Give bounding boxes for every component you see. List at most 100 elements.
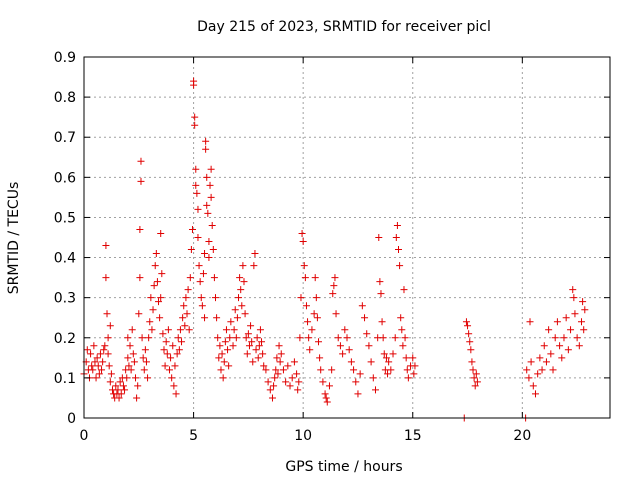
data-point — [560, 334, 568, 342]
data-point — [236, 274, 244, 282]
data-point — [308, 326, 316, 334]
data-point — [279, 366, 287, 374]
data-point — [542, 358, 550, 366]
data-point — [301, 274, 309, 282]
data-point — [98, 366, 106, 374]
data-point — [325, 382, 333, 390]
data-point — [88, 362, 96, 370]
y-tick-label: 0.3 — [54, 291, 76, 307]
data-point — [273, 354, 281, 362]
x-tick-label: 20 — [513, 428, 531, 444]
data-point — [103, 310, 111, 318]
data-point — [207, 193, 215, 201]
data-point — [87, 350, 95, 358]
y-tick-label: 0.1 — [54, 371, 76, 387]
data-point — [96, 350, 104, 358]
data-point — [83, 346, 91, 354]
data-point — [207, 165, 215, 173]
data-point — [527, 358, 535, 366]
data-point — [160, 346, 168, 354]
data-point — [244, 330, 252, 338]
data-point — [171, 362, 179, 370]
data-point — [363, 330, 371, 338]
data-point — [302, 302, 310, 310]
data-point — [164, 326, 172, 334]
data-point — [540, 342, 548, 350]
data-point — [270, 382, 278, 390]
data-point — [222, 326, 230, 334]
data-point — [238, 302, 246, 310]
data-point — [132, 374, 140, 382]
data-point — [384, 370, 392, 378]
data-point — [382, 354, 390, 362]
data-point — [562, 314, 570, 322]
data-point — [216, 342, 224, 350]
data-point — [245, 342, 253, 350]
data-point — [192, 165, 200, 173]
data-point — [334, 334, 342, 342]
data-point — [299, 238, 307, 246]
data-point — [157, 229, 165, 237]
data-point — [208, 221, 216, 229]
grid-lines — [84, 57, 610, 418]
data-point — [578, 318, 586, 326]
x-tick-label: 5 — [189, 428, 198, 444]
data-point — [296, 334, 304, 342]
data-point — [181, 322, 189, 330]
data-point — [92, 374, 100, 382]
x-axis-label: GPS time / hours — [285, 459, 402, 475]
data-point — [239, 262, 247, 270]
data-point — [128, 326, 136, 334]
data-point — [156, 314, 164, 322]
data-point — [201, 314, 209, 322]
data-point — [165, 366, 173, 374]
data-point — [185, 326, 193, 334]
data-point — [159, 330, 167, 338]
data-point — [380, 350, 388, 358]
data-point — [161, 362, 169, 370]
data-point — [192, 181, 200, 189]
data-point — [328, 366, 336, 374]
data-point — [410, 370, 418, 378]
data-point — [332, 310, 340, 318]
data-point — [264, 378, 272, 386]
data-point — [227, 318, 235, 326]
data-point — [253, 334, 261, 342]
data-point — [168, 374, 176, 382]
data-point — [252, 346, 260, 354]
data-point — [371, 386, 379, 394]
data-point — [230, 326, 238, 334]
data-point — [316, 354, 324, 362]
data-point — [89, 366, 97, 374]
data-point — [188, 225, 196, 233]
data-point — [242, 334, 250, 342]
data-point — [581, 306, 589, 314]
data-point — [195, 262, 203, 270]
data-point — [127, 366, 135, 374]
data-point — [258, 338, 266, 346]
data-point — [462, 318, 470, 326]
data-point — [170, 382, 178, 390]
data-point — [199, 270, 207, 278]
data-point — [361, 314, 369, 322]
data-point — [107, 370, 115, 378]
data-point — [352, 378, 360, 386]
data-point — [401, 334, 409, 342]
data-point — [260, 362, 268, 370]
data-point — [266, 386, 274, 394]
data-point — [400, 286, 408, 294]
data-point — [573, 334, 581, 342]
y-tick-label: 0.8 — [54, 90, 76, 106]
data-point — [580, 326, 588, 334]
data-point — [115, 394, 123, 402]
data-point — [315, 338, 323, 346]
y-tick-label: 0.5 — [54, 210, 76, 226]
data-point — [90, 342, 98, 350]
data-point — [210, 274, 218, 282]
data-point — [551, 334, 559, 342]
y-tick-label: 0.7 — [54, 130, 76, 146]
data-point — [395, 246, 403, 254]
data-point — [549, 366, 557, 374]
